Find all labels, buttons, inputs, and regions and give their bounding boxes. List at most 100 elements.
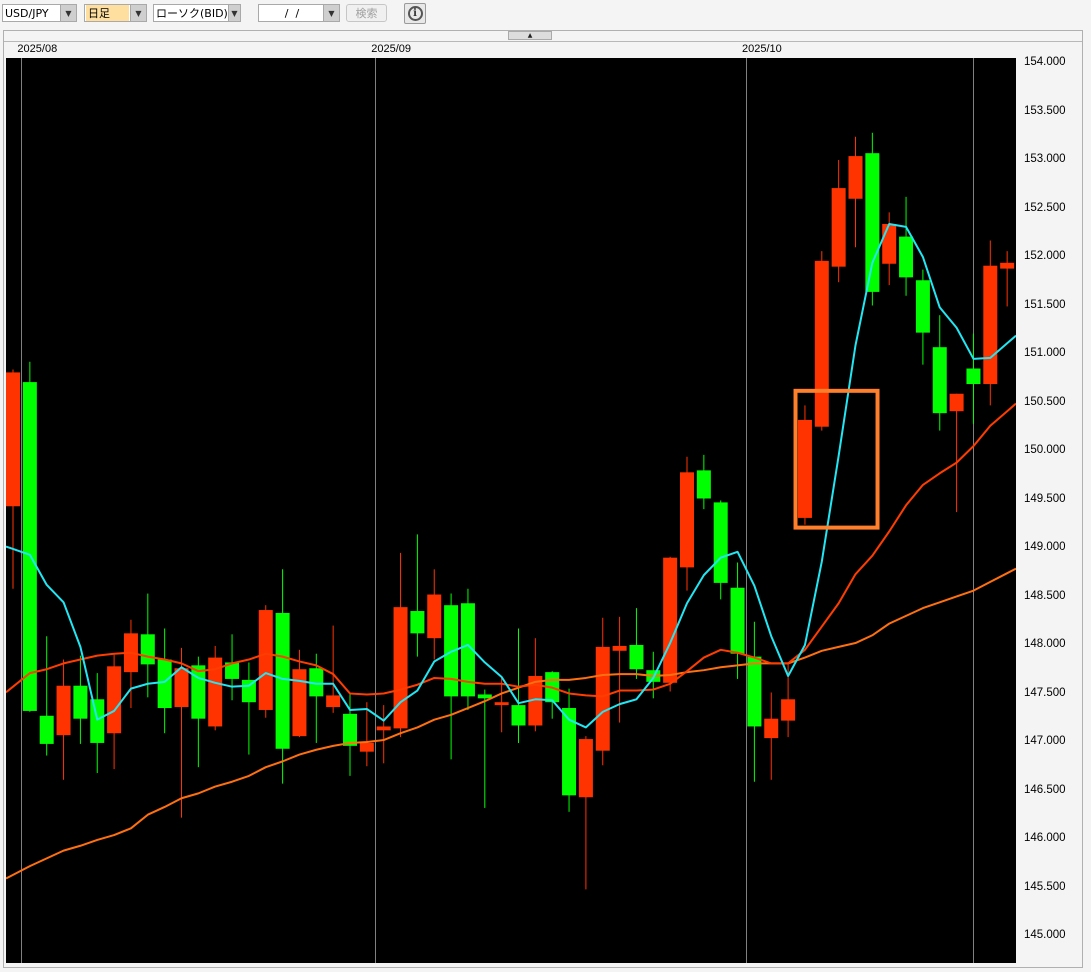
down-candle-body xyxy=(629,644,644,670)
date-label: 2025/09 xyxy=(371,43,412,55)
up-candle-body xyxy=(107,666,122,734)
price-tick-label: 146.000 xyxy=(1024,832,1066,844)
date-label: 2025/08 xyxy=(17,43,58,55)
up-candle-body xyxy=(258,610,273,710)
up-candle-body xyxy=(831,188,846,267)
chevron-down-icon[interactable]: ▼ xyxy=(227,5,240,21)
up-candle-body xyxy=(848,156,863,199)
down-candle-body xyxy=(275,612,290,749)
down-candle-body xyxy=(460,603,475,697)
candlestick-chart xyxy=(5,58,1017,963)
down-candle-body xyxy=(511,705,526,726)
up-candle-body xyxy=(814,260,829,427)
down-candle-body xyxy=(713,502,728,583)
price-tick-label: 151.000 xyxy=(1024,347,1066,359)
ma-short-line xyxy=(5,222,1017,729)
up-candle-body xyxy=(949,393,964,412)
highlight-box xyxy=(793,388,880,530)
up-candle-body xyxy=(174,668,189,708)
down-candle-body xyxy=(899,236,914,278)
price-tick-label: 150.000 xyxy=(1024,444,1066,456)
down-candle-body xyxy=(747,656,762,727)
up-candle-body xyxy=(983,265,998,385)
down-candle-body xyxy=(865,153,880,292)
up-candle-body xyxy=(882,223,897,264)
info-button[interactable]: i xyxy=(404,3,426,24)
down-candle-body xyxy=(191,665,206,719)
chevron-down-icon[interactable]: ▼ xyxy=(130,5,146,21)
date-picker[interactable]: / / ▼ xyxy=(258,4,340,22)
up-candle-body xyxy=(292,669,307,737)
price-tick-label: 148.500 xyxy=(1024,589,1066,602)
down-candle-body xyxy=(696,470,711,499)
up-candle-body xyxy=(680,472,694,568)
up-candle-body xyxy=(208,657,223,727)
up-candle-body xyxy=(393,607,408,729)
down-candle-body xyxy=(477,694,492,699)
price-tick-label: 153.000 xyxy=(1024,153,1066,165)
down-candle-body xyxy=(309,668,324,697)
up-candle-body xyxy=(578,739,593,798)
down-candle-body xyxy=(410,611,425,634)
down-candle-body xyxy=(225,662,240,679)
price-tick-label: 148.000 xyxy=(1024,638,1066,650)
up-candle-body xyxy=(1000,262,1015,269)
date-label: 2025/10 xyxy=(741,43,782,55)
toolbar: USD/JPY ▼ 日足 ▼ ローソク(BID) ▼ / / ▼ 検索 i xyxy=(0,0,1091,28)
up-candle-body xyxy=(612,645,627,651)
down-candle-body xyxy=(915,280,930,333)
chevron-down-icon[interactable]: ▼ xyxy=(323,5,339,21)
up-candle-body xyxy=(56,685,71,736)
down-candle-body xyxy=(932,347,947,414)
down-candle-body xyxy=(157,659,172,709)
date-value: / / xyxy=(284,6,300,20)
up-candle-body xyxy=(326,695,341,708)
price-tick-label: 152.000 xyxy=(1024,250,1066,262)
down-candle-body xyxy=(343,713,357,746)
down-candle-body xyxy=(73,685,88,719)
down-candle-body xyxy=(90,699,105,743)
up-candle-body xyxy=(781,699,796,721)
ma-mid-line xyxy=(5,402,1017,698)
up-candle-body xyxy=(376,726,391,731)
chart-type-select[interactable]: ローソク(BID) ▼ xyxy=(153,4,241,22)
price-tick-label: 147.500 xyxy=(1024,686,1066,699)
up-candle-body xyxy=(359,742,374,752)
up-candle-body xyxy=(764,718,779,739)
ma-long-line xyxy=(5,567,1017,880)
chart-type-value: ローソク(BID) xyxy=(156,7,228,20)
timeframe-value: 日足 xyxy=(86,5,129,21)
price-tick-label: 146.500 xyxy=(1024,783,1066,796)
chart-plot-area[interactable] xyxy=(5,58,1017,963)
up-candle-body xyxy=(663,557,678,683)
search-button[interactable]: 検索 xyxy=(346,4,387,22)
symbol-value: USD/JPY xyxy=(5,6,49,20)
price-tick-label: 145.500 xyxy=(1024,880,1066,893)
price-tick-label: 152.500 xyxy=(1024,201,1066,214)
price-tick-label: 145.000 xyxy=(1024,929,1066,941)
down-candle-body xyxy=(140,634,155,665)
up-candle-body xyxy=(528,676,543,726)
up-candle-body xyxy=(427,594,442,639)
price-tick-label: 150.500 xyxy=(1024,395,1066,408)
down-candle-body xyxy=(39,715,54,744)
symbol-select[interactable]: USD/JPY ▼ xyxy=(2,4,77,22)
chevron-down-icon[interactable]: ▼ xyxy=(60,5,76,21)
price-tick-label: 151.500 xyxy=(1024,298,1066,311)
up-candle-body xyxy=(797,419,812,518)
down-candle-body xyxy=(22,382,37,711)
down-candle-body xyxy=(966,368,981,385)
down-candle-body xyxy=(562,708,577,796)
up-candle-body xyxy=(595,646,610,751)
triangle-up-icon: ▲ xyxy=(527,32,533,39)
price-tick-label: 149.000 xyxy=(1024,541,1066,553)
price-tick-label: 149.500 xyxy=(1024,492,1066,505)
info-circle-icon: i xyxy=(407,6,423,21)
header-divider xyxy=(4,41,1082,42)
collapse-toggle[interactable]: ▲ xyxy=(508,31,552,40)
up-candle-body xyxy=(494,702,509,706)
timeframe-select[interactable]: 日足 ▼ xyxy=(84,4,147,22)
up-candle-body xyxy=(6,372,20,507)
price-tick-label: 154.000 xyxy=(1024,56,1066,68)
price-tick-label: 147.000 xyxy=(1024,735,1066,747)
